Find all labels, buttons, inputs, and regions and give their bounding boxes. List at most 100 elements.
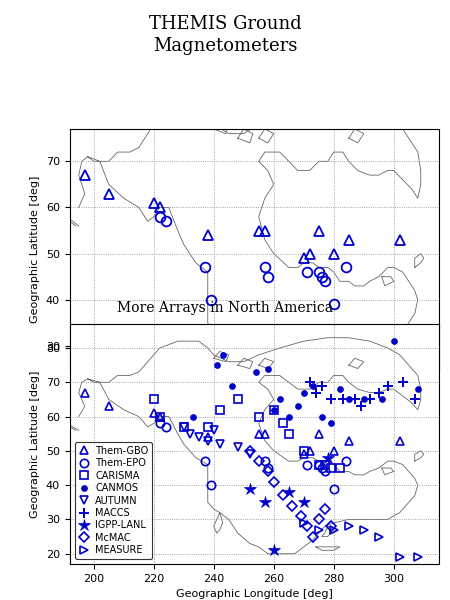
EPO <box>316 268 321 275</box>
MEASURE <box>361 526 366 533</box>
GBO <box>151 199 157 206</box>
MEASURE <box>316 526 321 533</box>
CANMOS <box>277 396 283 403</box>
Them-GBO <box>397 437 402 444</box>
EPO <box>265 273 270 280</box>
CANMOS <box>346 396 351 403</box>
Them-EPO <box>304 461 310 468</box>
IGPP-LANL <box>301 499 306 506</box>
IGPP-LANL <box>247 485 252 492</box>
CARISMA <box>151 396 157 403</box>
EPO <box>322 278 328 285</box>
Line: GBO: GBO <box>80 170 405 263</box>
Line: Them-EPO: Them-EPO <box>156 419 350 493</box>
Them-GBO <box>316 430 321 437</box>
Them-EPO <box>157 420 162 427</box>
Legend: GBO, EPO: GBO, EPO <box>75 328 130 364</box>
Them-GBO <box>262 430 267 437</box>
Them-EPO <box>322 468 328 475</box>
CANMOS <box>190 413 195 420</box>
CANMOS <box>328 420 333 427</box>
GBO <box>106 190 112 197</box>
CANMOS <box>220 351 225 358</box>
GBO <box>262 227 267 234</box>
McMAC <box>310 533 315 540</box>
AUTUMN <box>181 423 186 430</box>
MEASURE <box>376 533 382 540</box>
McMAC <box>280 492 285 499</box>
MEASURE <box>346 523 351 530</box>
IGPP-LANL <box>325 454 330 461</box>
McMAC <box>316 516 321 523</box>
Them-EPO <box>265 464 270 472</box>
GBO <box>205 232 211 239</box>
GBO <box>301 254 306 262</box>
AUTUMN <box>235 444 240 451</box>
Them-EPO <box>343 458 348 465</box>
Y-axis label: Geographic Latitude [deg]: Geographic Latitude [deg] <box>30 175 40 323</box>
AUTUMN <box>196 434 202 441</box>
GBO <box>316 227 321 234</box>
CARISMA <box>280 420 285 427</box>
MEASURE <box>415 554 420 561</box>
IGPP-LANL <box>262 499 267 506</box>
Line: IGPP-LANL: IGPP-LANL <box>243 451 334 557</box>
GBO <box>397 236 402 244</box>
EPO <box>208 296 213 304</box>
CANMOS <box>229 382 234 389</box>
CANMOS <box>265 365 270 372</box>
McMAC <box>304 523 310 530</box>
McMAC <box>298 512 303 520</box>
EPO <box>331 301 337 308</box>
EPO <box>343 264 348 271</box>
CANMOS <box>301 389 306 396</box>
GBO <box>331 250 337 257</box>
CARISMA <box>322 461 328 468</box>
GBO <box>307 250 312 257</box>
Them-EPO <box>316 461 321 468</box>
Them-GBO <box>346 437 351 444</box>
Them-GBO <box>106 403 112 410</box>
McMAC <box>247 447 252 454</box>
CANMOS <box>253 368 258 376</box>
EPO <box>262 264 267 271</box>
Line: MACCS: MACCS <box>305 377 419 411</box>
CARISMA <box>256 413 261 420</box>
GBO <box>346 236 351 244</box>
Line: MEASURE: MEASURE <box>300 518 422 562</box>
AUTUMN <box>187 430 193 437</box>
CANMOS <box>214 362 220 369</box>
Line: EPO: EPO <box>155 212 351 309</box>
MACCS <box>340 396 346 403</box>
EPO <box>319 273 324 280</box>
MACCS <box>358 403 364 410</box>
CARISMA <box>217 406 222 413</box>
Text: THEMIS Ground
Magnetometers: THEMIS Ground Magnetometers <box>148 15 302 55</box>
Them-EPO <box>262 458 267 465</box>
CANMOS <box>337 386 342 393</box>
MEASURE <box>331 526 337 533</box>
Line: CARISMA: CARISMA <box>149 395 344 472</box>
MACCS <box>307 379 312 386</box>
CARISMA <box>271 406 276 413</box>
CANMOS <box>286 413 292 420</box>
MACCS <box>412 396 418 403</box>
MACCS <box>328 396 333 403</box>
CARISMA <box>157 413 162 420</box>
McMAC <box>322 506 328 513</box>
CARISMA <box>337 464 342 472</box>
Them-GBO <box>151 410 157 417</box>
MACCS <box>319 382 324 389</box>
CARISMA <box>286 430 292 437</box>
McMAC <box>256 458 261 465</box>
Them-EPO <box>319 464 324 472</box>
CANMOS <box>379 396 384 403</box>
GBO <box>157 204 162 211</box>
Them-GBO <box>301 451 306 458</box>
IGPP-LANL <box>286 488 292 496</box>
CARISMA <box>181 423 186 430</box>
Them-EPO <box>331 485 337 492</box>
Line: AUTUMN: AUTUMN <box>180 422 254 458</box>
GBO <box>82 172 87 179</box>
Them-GBO <box>256 430 261 437</box>
